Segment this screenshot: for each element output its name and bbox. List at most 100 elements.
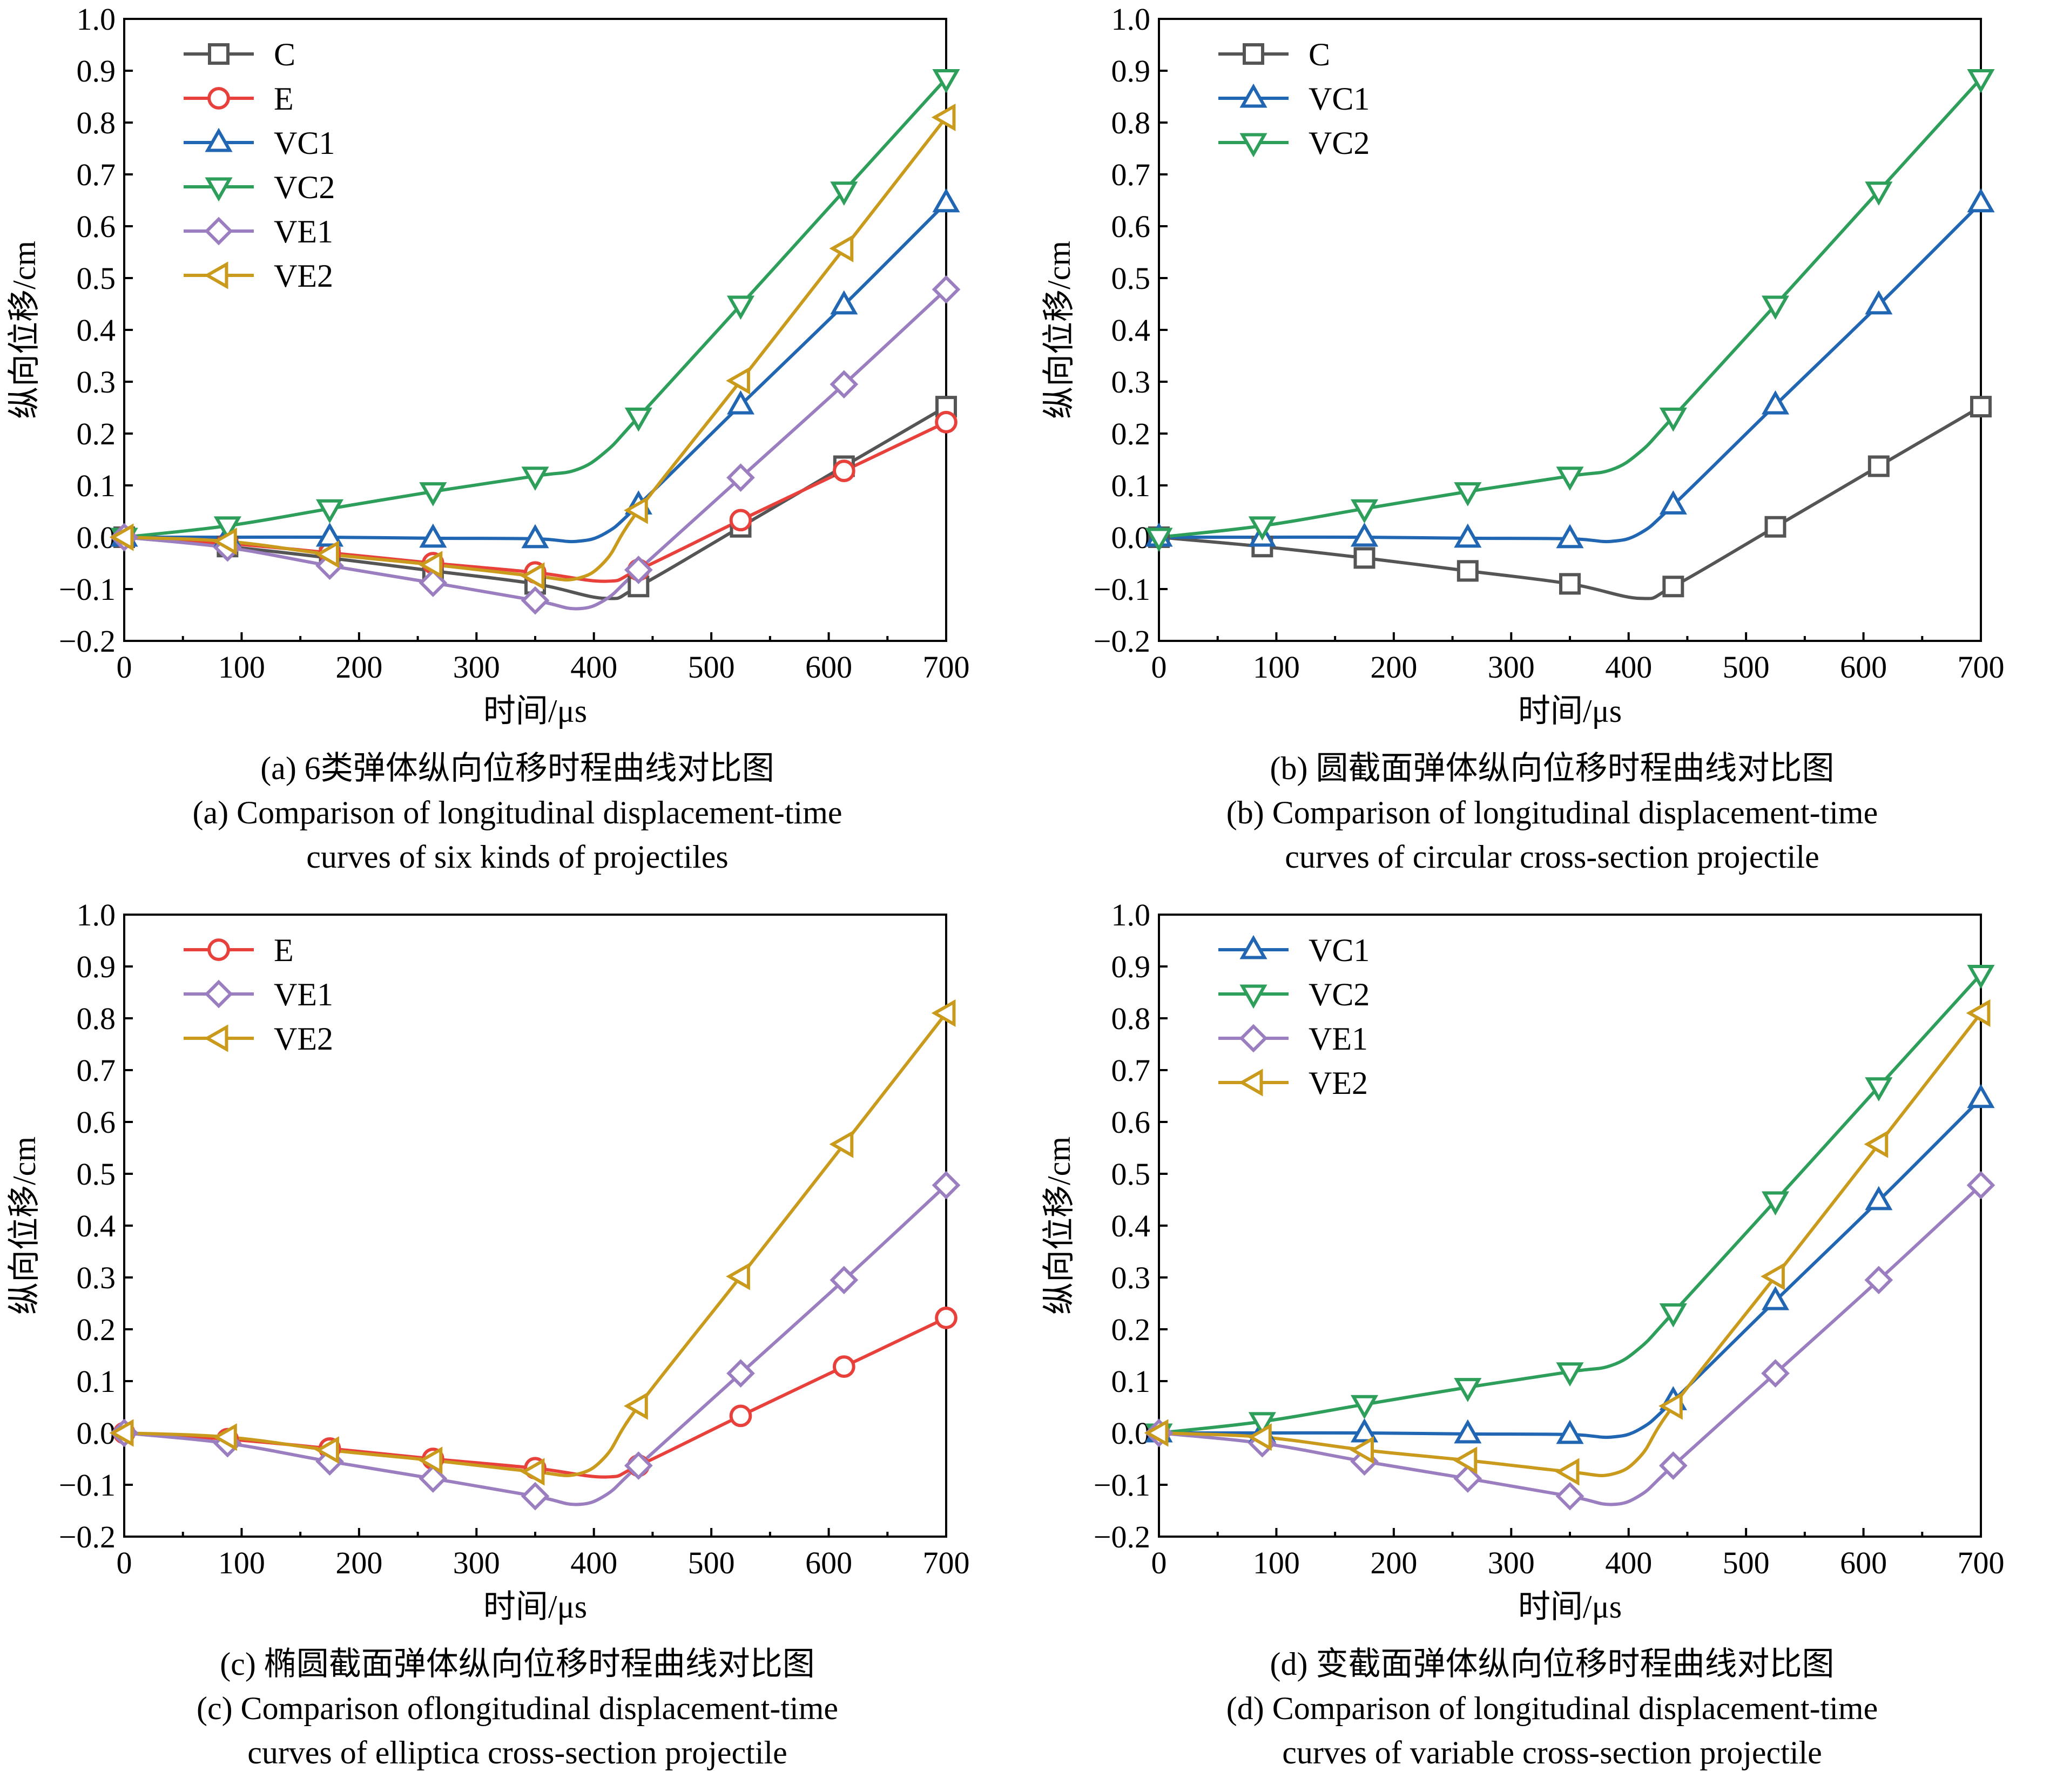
y-tick-label: 0.5 bbox=[1111, 261, 1151, 296]
x-tick-label: 500 bbox=[688, 1545, 735, 1580]
caption-zh-b: (b) 圆截面弹体纵向位移时程曲线对比图 bbox=[1270, 750, 1835, 786]
data-point-ve1 bbox=[830, 1266, 859, 1295]
data-point-vc2 bbox=[1248, 516, 1276, 541]
legend-marker-ve2 bbox=[1238, 1069, 1263, 1097]
y-tick-label: −0.2 bbox=[59, 624, 116, 659]
y-tick-label: 0.6 bbox=[1111, 209, 1151, 244]
data-point-ve2 bbox=[1966, 999, 1991, 1027]
series-layer bbox=[124, 1011, 946, 1506]
data-point-ve1 bbox=[932, 275, 961, 304]
legend: VC1 VC2 VE1 VE2 bbox=[1218, 932, 1370, 1101]
x-tick-label: 400 bbox=[570, 650, 617, 685]
x-tick-label: 400 bbox=[1605, 1545, 1652, 1580]
x-tick-label: 500 bbox=[688, 650, 735, 685]
data-point-ve2 bbox=[1248, 1423, 1272, 1451]
chart-svg-b: 0 100 200 300 400 500 600 700 −0.2 −0.1 0.0 0.1 0.2 0… bbox=[1041, 2, 2005, 729]
series-line-vc2 bbox=[124, 77, 946, 539]
data-point-vc1 bbox=[932, 188, 960, 213]
data-point-vc1 bbox=[1967, 188, 1995, 213]
legend-marker-e bbox=[207, 87, 230, 110]
x-axis-title: 时间/μs bbox=[483, 693, 587, 729]
caption-en-line1-c: (c) Comparison oflongitudinal displaceme… bbox=[196, 1690, 839, 1726]
data-point-vc1 bbox=[1556, 524, 1584, 549]
caption-en-line2-b: curves of circular cross-section project… bbox=[1285, 839, 1819, 875]
y-tick-label: 0.7 bbox=[1111, 157, 1151, 192]
data-point-vc1 bbox=[726, 390, 755, 415]
y-tick-label: −0.1 bbox=[59, 572, 116, 607]
y-tick-label: 0.8 bbox=[77, 1001, 116, 1036]
data-point-ve2 bbox=[1453, 1446, 1478, 1475]
data-point-vc2 bbox=[315, 499, 344, 524]
x-tick-label: 0 bbox=[1151, 650, 1167, 685]
y-axis-title: 纵向位移/cm bbox=[6, 241, 42, 419]
series-line-e bbox=[124, 1316, 946, 1479]
y-tick-label: 0.2 bbox=[1111, 1312, 1151, 1347]
data-point-e bbox=[935, 1307, 958, 1329]
x-tick-label: 600 bbox=[1840, 650, 1887, 685]
data-point-c bbox=[1970, 396, 1992, 418]
series-line-vc2 bbox=[1159, 972, 1981, 1435]
y-axis-title: 纵向位移/cm bbox=[1041, 1137, 1077, 1315]
data-point-vc1 bbox=[1556, 1419, 1584, 1444]
data-point-vc2 bbox=[1350, 499, 1379, 524]
y-tick-label: 0.8 bbox=[77, 105, 116, 140]
y-axis-title: 纵向位移/cm bbox=[6, 1137, 42, 1315]
chart-panel-a: 0 100 200 300 400 500 600 700 −0.2 −0.1 0.0 0.1 0.2 0… bbox=[0, 0, 1035, 896]
data-point-vc2 bbox=[830, 181, 858, 206]
y-tick-label: 0.1 bbox=[1111, 1364, 1151, 1399]
x-tick-label: 200 bbox=[1370, 650, 1417, 685]
data-point-vc1 bbox=[830, 290, 858, 315]
data-point-vc1 bbox=[1659, 490, 1687, 515]
legend-marker-ve1 bbox=[204, 979, 233, 1009]
data-point-vc1 bbox=[1761, 390, 1790, 415]
legend-marker-vc2 bbox=[1239, 984, 1267, 1009]
x-tick-label: 700 bbox=[1958, 1545, 2005, 1580]
series-line-ve1 bbox=[1159, 1184, 1981, 1506]
caption-zh-c: (c) 椭圆截面弹体纵向位移时程曲线对比图 bbox=[220, 1646, 815, 1682]
x-tick-label: 700 bbox=[1958, 650, 2005, 685]
x-tick-label: 100 bbox=[1253, 650, 1300, 685]
data-point-ve2 bbox=[829, 1130, 854, 1158]
y-tick-label: 0.6 bbox=[77, 1105, 116, 1140]
x-tick-label: 300 bbox=[453, 1545, 500, 1580]
y-tick-label: 0.4 bbox=[77, 313, 116, 348]
data-point-ve2 bbox=[315, 1436, 339, 1464]
data-point-vc2 bbox=[521, 466, 549, 491]
data-point-ve2 bbox=[1761, 1262, 1785, 1290]
y-tick-label: 0.2 bbox=[77, 416, 116, 451]
series-line-vc1 bbox=[124, 201, 946, 544]
data-point-ve1 bbox=[1555, 1482, 1584, 1511]
caption-zh-d: (d) 变截面弹体纵向位移时程曲线对比图 bbox=[1270, 1646, 1835, 1682]
data-point-vc2 bbox=[1967, 964, 1995, 989]
data-point-ve2 bbox=[109, 523, 134, 551]
data-point-e bbox=[935, 411, 958, 434]
legend-marker-vc1 bbox=[1239, 935, 1267, 959]
data-point-vc2 bbox=[1350, 1395, 1379, 1419]
y-tick-label: 0.9 bbox=[1111, 949, 1151, 984]
data-point-ve1 bbox=[419, 1464, 448, 1493]
y-tick-label: 0.7 bbox=[77, 157, 116, 192]
data-point-ve2 bbox=[1555, 1458, 1580, 1486]
data-point-ve2 bbox=[1864, 1130, 1889, 1158]
legend: C VC1 VC2 bbox=[1218, 37, 1370, 161]
data-point-e bbox=[729, 509, 752, 532]
data-point-ve2 bbox=[213, 528, 237, 556]
data-point-vc2 bbox=[1761, 1191, 1790, 1216]
caption-en-line2-d: curves of variable cross-section project… bbox=[1282, 1735, 1822, 1770]
data-point-ve2 bbox=[418, 551, 443, 579]
data-point-vc1 bbox=[419, 523, 447, 548]
axes: 0 100 200 300 400 500 600 700 −0.2 −0.1 0.0 0.1 0.2 0… bbox=[1041, 897, 2005, 1625]
data-point-vc2 bbox=[1556, 1362, 1584, 1387]
data-point-ve1 bbox=[521, 1482, 550, 1511]
data-point-vc2 bbox=[932, 69, 960, 93]
y-tick-label: 0.3 bbox=[77, 364, 116, 400]
data-point-vc2 bbox=[1967, 69, 1995, 93]
data-point-vc2 bbox=[1248, 1412, 1276, 1437]
series-layer bbox=[124, 77, 946, 611]
chart-panel-d: 0 100 200 300 400 500 600 700 −0.2 −0.1 0.0 0.1 0.2 0… bbox=[1035, 896, 2069, 1791]
axes: 0 100 200 300 400 500 600 700 −0.2 −0.1 0.0 0.1 0.2 0… bbox=[6, 897, 970, 1625]
y-tick-label: 0.1 bbox=[77, 1364, 116, 1399]
y-tick-label: 0.0 bbox=[1111, 520, 1151, 555]
legend: E VE1 VE2 bbox=[184, 932, 333, 1057]
y-tick-label: 0.9 bbox=[77, 949, 116, 984]
